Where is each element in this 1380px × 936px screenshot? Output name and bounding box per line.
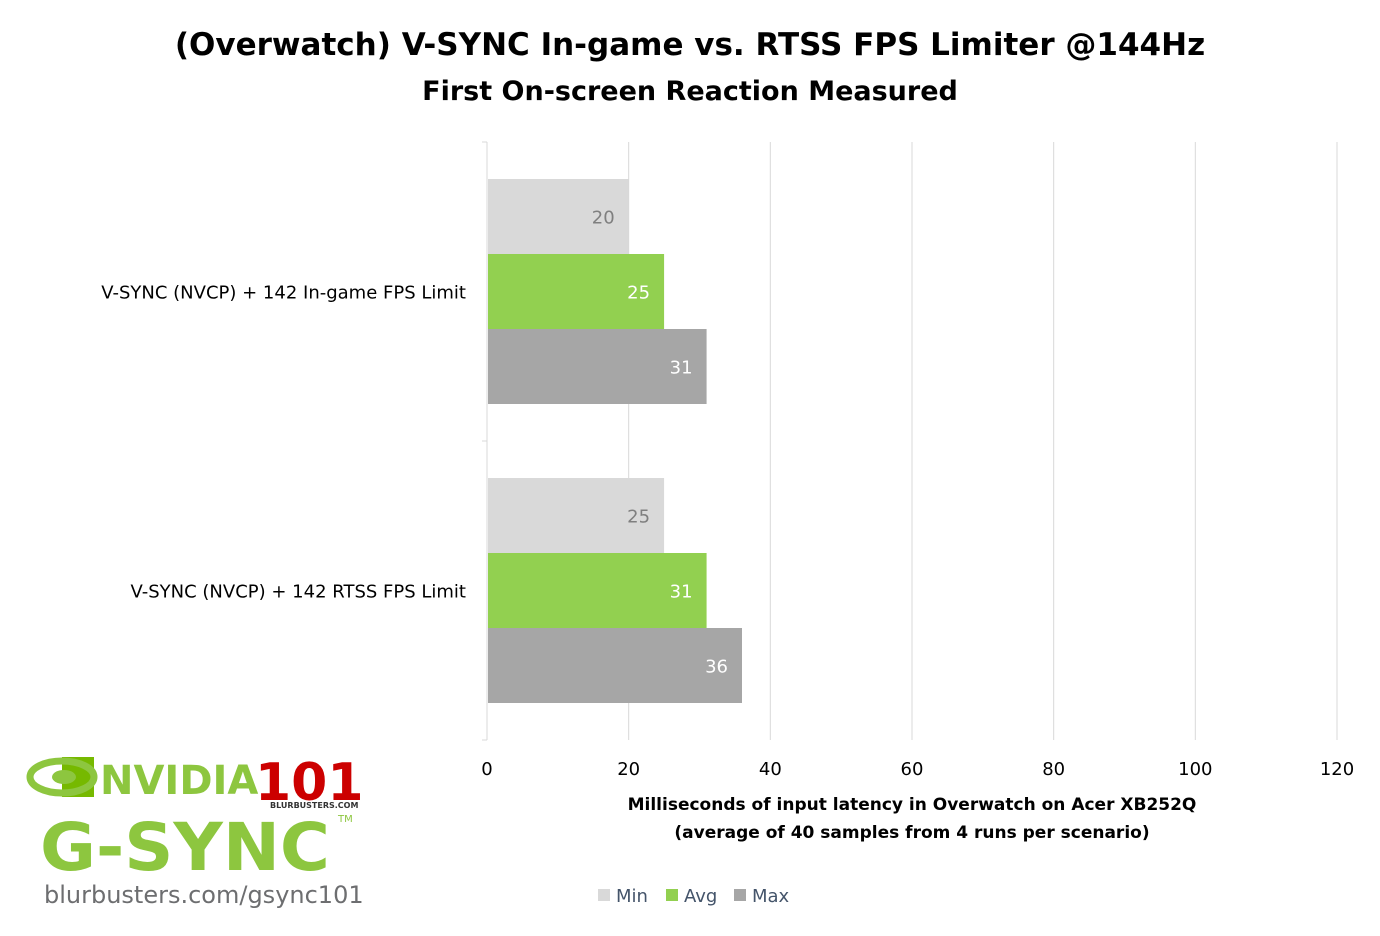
gridlines bbox=[482, 141, 1338, 741]
data-label: 25 bbox=[627, 283, 650, 304]
x-axis-label-line2: (average of 40 samples from 4 runs per s… bbox=[674, 823, 1149, 843]
bars: 20 25 31 25 31 36 bbox=[488, 179, 742, 703]
data-label: 25 bbox=[627, 507, 650, 528]
logo-url: blurbusters.com/gsync101 bbox=[44, 881, 364, 909]
legend-swatch-min bbox=[598, 889, 610, 901]
data-label: 20 bbox=[592, 208, 615, 229]
bar-min bbox=[488, 179, 629, 254]
legend-label: Min bbox=[616, 886, 648, 907]
chart-title: (Overwatch) V-SYNC In-game vs. RTSS FPS … bbox=[175, 27, 1205, 63]
x-tick-label: 40 bbox=[759, 759, 782, 780]
legend-swatch-avg bbox=[666, 889, 678, 901]
x-tick-label: 120 bbox=[1320, 759, 1354, 780]
x-axis-label-line1: Milliseconds of input latency in Overwat… bbox=[628, 795, 1197, 815]
chart-subtitle: First On-screen Reaction Measured bbox=[422, 76, 958, 107]
x-tick-label: 100 bbox=[1178, 759, 1212, 780]
nvidia-gsync-logo: NVIDIA 101 BLURBUSTERS.COM G-SYNC TM blu… bbox=[26, 753, 364, 909]
legend-swatch-max bbox=[734, 889, 746, 901]
x-tick-labels: 0 20 40 60 80 100 120 bbox=[481, 759, 1354, 780]
nvidia-eye-icon bbox=[26, 757, 98, 797]
bar-avg bbox=[488, 254, 665, 329]
bar-avg bbox=[488, 553, 707, 628]
data-label: 31 bbox=[670, 582, 693, 603]
data-label: 36 bbox=[705, 657, 728, 678]
data-label: 31 bbox=[670, 358, 693, 379]
category-label: V-SYNC (NVCP) + 142 In-game FPS Limit bbox=[101, 283, 466, 304]
category-label: V-SYNC (NVCP) + 142 RTSS FPS Limit bbox=[130, 582, 466, 603]
x-tick-label: 20 bbox=[617, 759, 640, 780]
legend: Min Avg Max bbox=[598, 886, 790, 907]
badge-caption: BLURBUSTERS.COM bbox=[270, 801, 358, 810]
bar-max bbox=[488, 628, 742, 703]
nvidia-wordmark: NVIDIA bbox=[100, 758, 258, 804]
badge-101: 101 bbox=[255, 753, 364, 813]
gsync-wordmark: G-SYNC bbox=[40, 809, 330, 886]
bar-min bbox=[488, 478, 665, 553]
legend-label: Avg bbox=[684, 886, 717, 907]
x-tick-label: 0 bbox=[481, 759, 492, 780]
x-tick-label: 60 bbox=[901, 759, 924, 780]
legend-label: Max bbox=[752, 886, 790, 907]
bar-max bbox=[488, 329, 707, 404]
x-tick-label: 80 bbox=[1042, 759, 1065, 780]
category-labels: V-SYNC (NVCP) + 142 In-game FPS Limit V-S… bbox=[101, 283, 466, 603]
tm-mark: TM bbox=[337, 814, 353, 825]
